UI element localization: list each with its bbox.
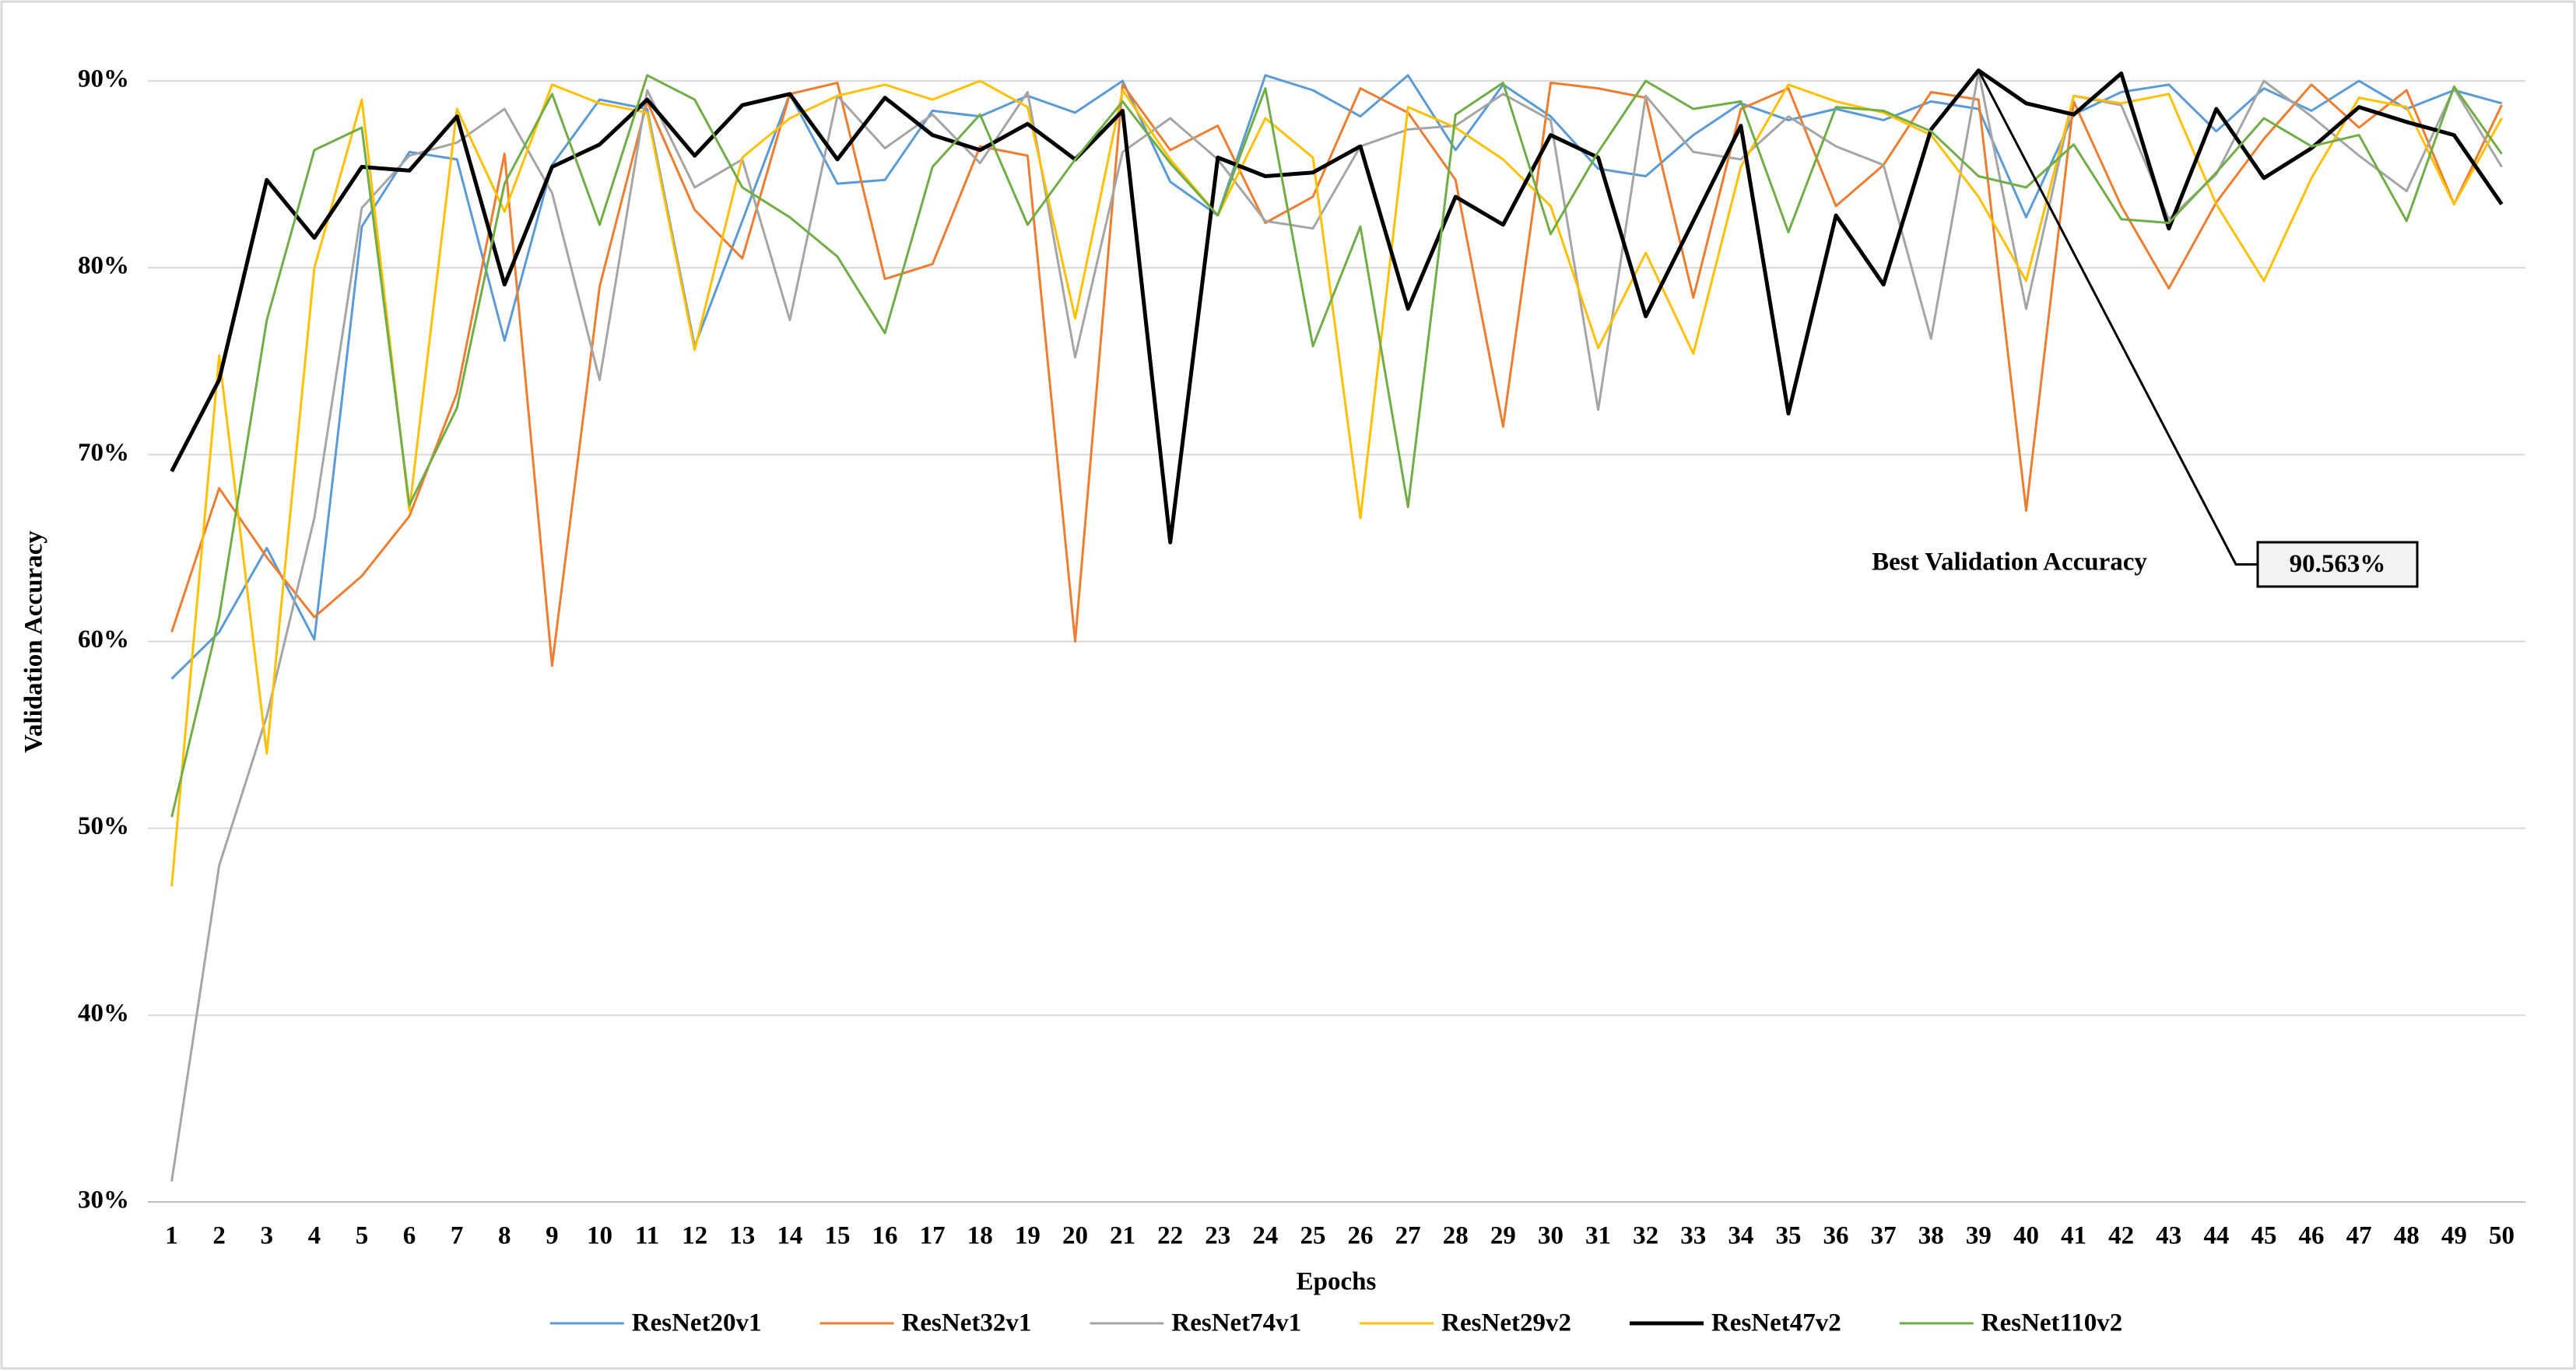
annotation-value: 90.563% bbox=[2290, 550, 2386, 578]
x-tick-label: 13 bbox=[729, 1222, 755, 1250]
y-tick-label: 90% bbox=[78, 65, 129, 93]
y-tick-label: 30% bbox=[78, 1186, 129, 1214]
x-axis-label: Epochs bbox=[1297, 1268, 1377, 1296]
x-tick-label: 33 bbox=[1680, 1222, 1706, 1250]
x-tick-label: 7 bbox=[451, 1222, 464, 1250]
series-line bbox=[170, 79, 2503, 887]
legend-label: ResNet47v2 bbox=[1711, 1309, 1841, 1337]
x-tick-label: 19 bbox=[1015, 1222, 1041, 1250]
x-tick-label: 6 bbox=[403, 1222, 416, 1250]
x-tick-label: 38 bbox=[1918, 1222, 1944, 1250]
x-tick-label: 46 bbox=[2299, 1222, 2325, 1250]
x-tick-label: 30 bbox=[1538, 1222, 1563, 1250]
legend-label: ResNet29v2 bbox=[1441, 1309, 1571, 1337]
x-tick-label: 41 bbox=[2061, 1222, 2086, 1250]
legend: ResNet20v1 ResNet32v1 ResNet74v1 ResNet29v2… bbox=[549, 1309, 2122, 1337]
legend-label: ResNet32v1 bbox=[902, 1309, 1032, 1337]
x-tick-label: 4 bbox=[308, 1222, 321, 1250]
x-tick-label: 16 bbox=[872, 1222, 898, 1250]
x-tick-label: 43 bbox=[2156, 1222, 2181, 1250]
x-tick-label: 44 bbox=[2203, 1222, 2229, 1250]
x-tick-label: 11 bbox=[635, 1222, 659, 1250]
x-tick-label: 1 bbox=[165, 1222, 178, 1250]
legend-label: ResNet110v2 bbox=[1981, 1309, 2122, 1337]
x-tick-label: 31 bbox=[1585, 1222, 1611, 1250]
y-tick-label: 60% bbox=[78, 625, 129, 653]
x-tick-label: 10 bbox=[587, 1222, 612, 1250]
x-tick-label: 34 bbox=[1728, 1222, 1753, 1250]
legend-label: ResNet20v1 bbox=[632, 1309, 762, 1337]
x-tick-label: 3 bbox=[261, 1222, 274, 1250]
x-tick-label: 12 bbox=[682, 1222, 707, 1250]
series-line bbox=[170, 74, 2502, 680]
x-tick-label: 39 bbox=[1966, 1222, 1992, 1250]
series-line bbox=[170, 74, 2503, 818]
series-line bbox=[170, 70, 2503, 1182]
x-tick-label: 35 bbox=[1775, 1222, 1801, 1250]
x-tick-label: 5 bbox=[356, 1222, 369, 1250]
x-tick-label: 45 bbox=[2251, 1222, 2276, 1250]
x-tick-label: 2 bbox=[212, 1222, 226, 1250]
x-tick-label: 47 bbox=[2346, 1222, 2372, 1250]
x-tick-label: 49 bbox=[2441, 1222, 2467, 1250]
x-tick-label: 28 bbox=[1443, 1222, 1469, 1250]
x-tick-label: 37 bbox=[1871, 1222, 1897, 1250]
x-tick-label: 32 bbox=[1633, 1222, 1658, 1250]
x-tick-label: 24 bbox=[1252, 1222, 1278, 1250]
x-tick-label: 17 bbox=[920, 1222, 946, 1250]
x-tick-label: 25 bbox=[1300, 1222, 1325, 1250]
x-tick-label: 18 bbox=[967, 1222, 993, 1250]
x-tick-label: 50 bbox=[2489, 1222, 2515, 1250]
x-tick-label: 48 bbox=[2394, 1222, 2420, 1250]
x-tick-label: 22 bbox=[1157, 1222, 1183, 1250]
x-tick-label: 21 bbox=[1110, 1222, 1135, 1250]
series-line bbox=[170, 81, 2503, 667]
x-tick-label: 29 bbox=[1490, 1222, 1516, 1250]
x-tick-label: 36 bbox=[1823, 1222, 1849, 1250]
x-tick-label: 27 bbox=[1395, 1222, 1421, 1250]
legend-label: ResNet74v1 bbox=[1171, 1309, 1301, 1337]
y-tick-label: 70% bbox=[78, 439, 129, 467]
x-tick-label: 42 bbox=[2108, 1222, 2134, 1250]
annotation-box bbox=[2256, 541, 2419, 588]
annotation-arrow bbox=[1978, 69, 2258, 566]
series-line bbox=[170, 68, 2504, 545]
x-tick-label: 15 bbox=[824, 1222, 850, 1250]
x-tick-label: 26 bbox=[1348, 1222, 1374, 1250]
y-tick-label: 80% bbox=[78, 252, 129, 280]
y-axis-label: Validation Accuracy bbox=[20, 531, 48, 753]
y-tick-label: 40% bbox=[78, 999, 129, 1027]
x-tick-label: 20 bbox=[1062, 1222, 1088, 1250]
x-tick-label: 9 bbox=[546, 1222, 559, 1250]
x-tick-label: 23 bbox=[1205, 1222, 1230, 1250]
x-tick-label: 8 bbox=[498, 1222, 511, 1250]
y-tick-label: 50% bbox=[78, 812, 129, 840]
annotation-text: Best Validation Accuracy bbox=[1872, 548, 2147, 576]
x-tick-label: 40 bbox=[2013, 1222, 2039, 1250]
x-tick-label: 14 bbox=[777, 1222, 802, 1250]
